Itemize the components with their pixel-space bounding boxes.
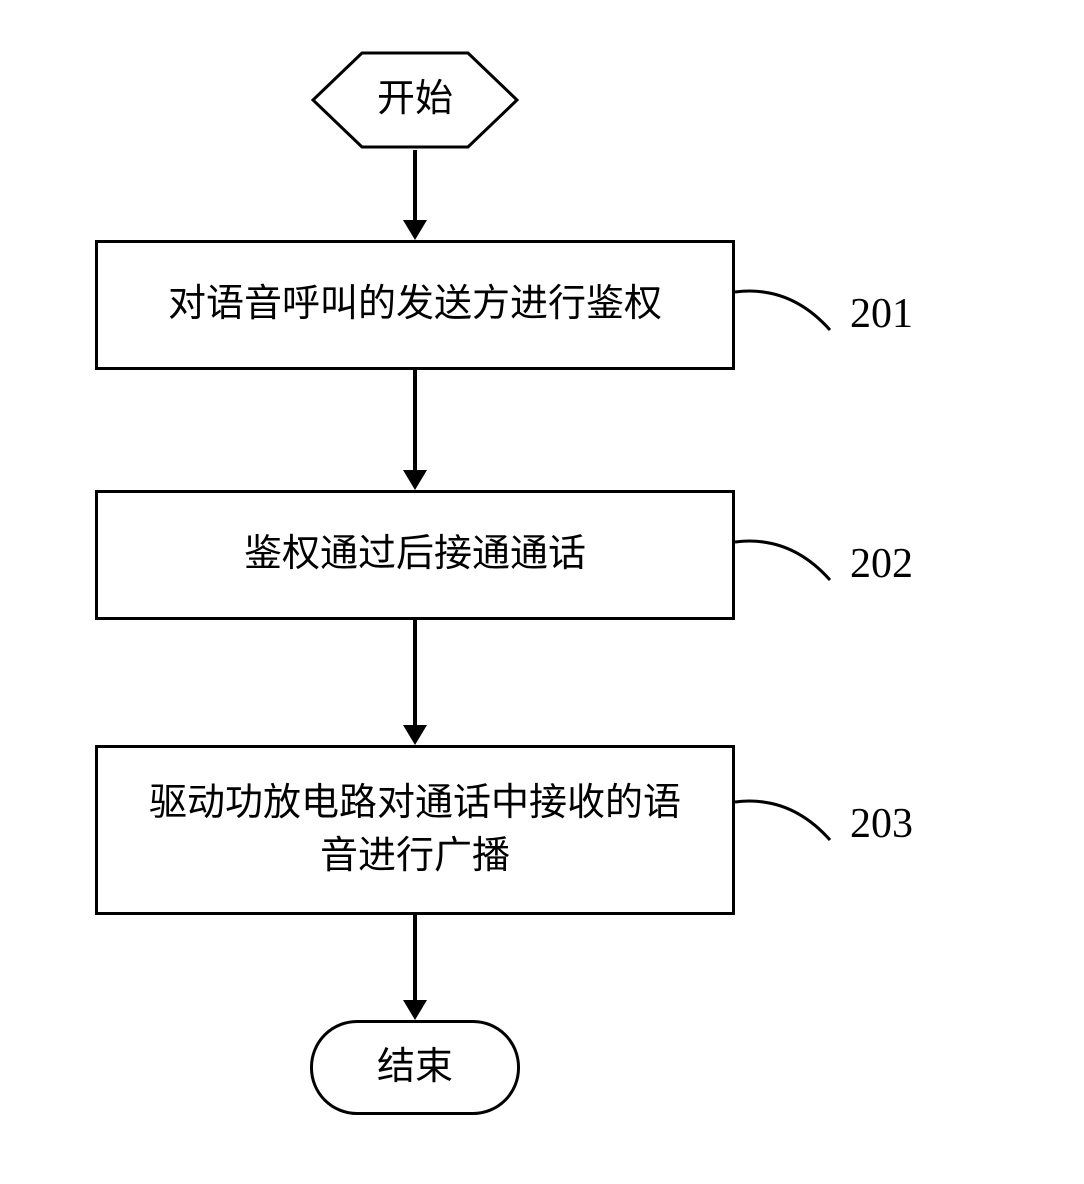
- start-label: 开始: [377, 73, 453, 126]
- step1-node: 对语音呼叫的发送方进行鉴权: [95, 240, 735, 370]
- arrow-4-head: [403, 1000, 427, 1020]
- end-label: 结束: [377, 1041, 453, 1094]
- step2-node: 鉴权通过后接通通话: [95, 490, 735, 620]
- step1-label: 对语音呼叫的发送方进行鉴权: [168, 278, 662, 331]
- arrow-2: [413, 370, 417, 470]
- step2-connector: [735, 530, 835, 590]
- step1-number: 201: [850, 290, 913, 338]
- arrow-3-head: [403, 725, 427, 745]
- step2-label: 鉴权通过后接通通话: [244, 528, 586, 581]
- arrow-1: [413, 150, 417, 220]
- start-label-wrap: 开始: [310, 50, 520, 150]
- arrow-1-head: [403, 220, 427, 240]
- step3-label: 驱动功放电路对通话中接收的语音进行广播: [135, 777, 695, 883]
- step3-connector: [735, 790, 835, 850]
- step3-node: 驱动功放电路对通话中接收的语音进行广播: [95, 745, 735, 915]
- flowchart-container: 开始 对语音呼叫的发送方进行鉴权 201 鉴权通过后接通通话 202 驱动功放电…: [0, 0, 1084, 1184]
- arrow-2-head: [403, 470, 427, 490]
- step2-number: 202: [850, 540, 913, 588]
- step3-number: 203: [850, 800, 913, 848]
- step1-connector: [735, 280, 835, 340]
- arrow-4: [413, 915, 417, 1000]
- end-node: 结束: [310, 1020, 520, 1115]
- arrow-3: [413, 620, 417, 725]
